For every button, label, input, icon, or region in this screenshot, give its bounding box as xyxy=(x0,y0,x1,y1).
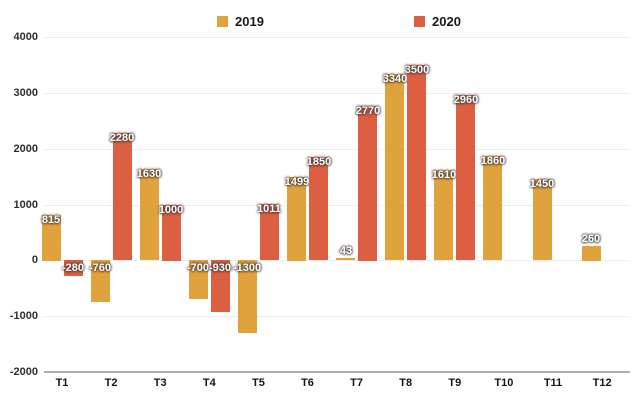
gridline-y-4000 xyxy=(44,37,630,38)
y-axis-tick-label: 1000 xyxy=(13,199,38,211)
bar-2019-T9[interactable] xyxy=(434,170,453,260)
gridline-y-2000 xyxy=(44,149,630,150)
bar-2020-T4[interactable] xyxy=(211,260,230,312)
bar-2019-T1[interactable] xyxy=(42,215,61,261)
bar-2020-T9[interactable] xyxy=(456,95,475,260)
legend-label-2020: 2020 xyxy=(432,14,461,29)
legend-label-2019: 2019 xyxy=(235,14,264,29)
bar-2019-T2[interactable] xyxy=(91,260,110,302)
x-axis-label-T7: T7 xyxy=(350,377,364,389)
bar-2019-T5[interactable] xyxy=(238,260,257,333)
y-axis-tick-label: 4000 xyxy=(13,31,38,43)
x-axis-label-T2: T2 xyxy=(104,377,118,389)
bar-value-label-2019-T10: 1860 xyxy=(480,155,506,167)
bar-2020-T5[interactable] xyxy=(260,204,279,260)
x-axis-label-T1: T1 xyxy=(55,377,69,389)
bar-2019-T11[interactable] xyxy=(533,179,552,260)
bar-value-label-2020-T6: 1850 xyxy=(306,156,332,168)
x-axis-label-T12: T12 xyxy=(592,377,612,389)
bar-2019-T10[interactable] xyxy=(483,156,502,260)
x-axis-label-T4: T4 xyxy=(202,377,216,389)
x-axis-label-T9: T9 xyxy=(448,377,462,389)
bar-value-label-2019-T9: 1610 xyxy=(431,169,457,181)
legend-swatch-2020 xyxy=(414,16,425,27)
x-axis-label-T8: T8 xyxy=(399,377,413,389)
bar-2020-T2[interactable] xyxy=(113,133,132,260)
x-axis-label-T10: T10 xyxy=(494,377,514,389)
bar-2019-T12[interactable] xyxy=(582,246,601,261)
legend-swatch-2019 xyxy=(217,16,228,27)
bar-value-label-2019-T3: 1630 xyxy=(136,168,162,180)
bar-2019-T8[interactable] xyxy=(385,74,404,260)
x-axis-line xyxy=(44,371,630,373)
bar-2019-T6[interactable] xyxy=(287,177,306,261)
bar-2019-T3[interactable] xyxy=(140,169,159,260)
gridline-y-0 xyxy=(44,260,630,261)
bar-2020-T7[interactable] xyxy=(358,106,377,261)
bar-value-label-2019-T11: 1450 xyxy=(529,178,555,190)
bar-2020-T8[interactable] xyxy=(407,65,426,260)
bar-value-label-2019-T2: -760 xyxy=(88,262,112,274)
bar-value-label-2020-T4: -930 xyxy=(208,262,232,274)
gridline-y-3000 xyxy=(44,93,630,94)
bar-value-label-2019-T8: 3340 xyxy=(382,73,408,85)
x-axis-label-T6: T6 xyxy=(301,377,314,389)
bar-value-label-2020-T1: -280 xyxy=(61,262,85,274)
bar-value-label-2020-T5: 1011 xyxy=(257,203,281,215)
bar-value-label-2019-T7: 43 xyxy=(339,245,353,257)
bar-value-label-2019-T4: -700 xyxy=(186,262,210,274)
bar-value-label-2020-T3: 1000 xyxy=(158,204,184,216)
bar-value-label-2020-T8: 3500 xyxy=(404,64,430,76)
bar-value-label-2019-T12: 260 xyxy=(581,233,601,245)
bar-2020-T6[interactable] xyxy=(309,157,328,260)
y-axis-tick-label: 2000 xyxy=(13,143,38,155)
y-axis-tick-label: -1000 xyxy=(9,310,38,322)
bar-2019-T7[interactable] xyxy=(336,258,355,260)
bar-2020-T3[interactable] xyxy=(162,205,181,261)
bar-2019-T4[interactable] xyxy=(189,260,208,299)
gridline-y-1000 xyxy=(44,205,630,206)
bar-2020-T1[interactable] xyxy=(64,260,83,276)
gridline-y--1000 xyxy=(44,316,630,317)
y-axis-tick-label: 3000 xyxy=(13,87,38,99)
y-axis-tick-label: 0 xyxy=(31,254,38,266)
bar-value-label-2020-T9: 2960 xyxy=(453,94,479,106)
bar-value-label-2019-T6: 1499 xyxy=(284,176,310,188)
bar-value-label-2019-T5: -1300 xyxy=(232,262,262,274)
y-axis-tick-label: -2000 xyxy=(9,366,38,378)
x-axis-label-T3: T3 xyxy=(153,377,167,389)
x-axis-label-T11: T11 xyxy=(543,377,563,389)
bar-value-label-2020-T7: 2770 xyxy=(355,105,381,117)
bar-value-label-2019-T1: 815 xyxy=(41,214,61,226)
x-axis-label-T5: T5 xyxy=(251,377,265,389)
bar-value-label-2020-T2: 2280 xyxy=(109,132,135,144)
legend-item-2019[interactable]: 2019 xyxy=(217,14,264,29)
legend-item-2020[interactable]: 2020 xyxy=(414,14,461,29)
